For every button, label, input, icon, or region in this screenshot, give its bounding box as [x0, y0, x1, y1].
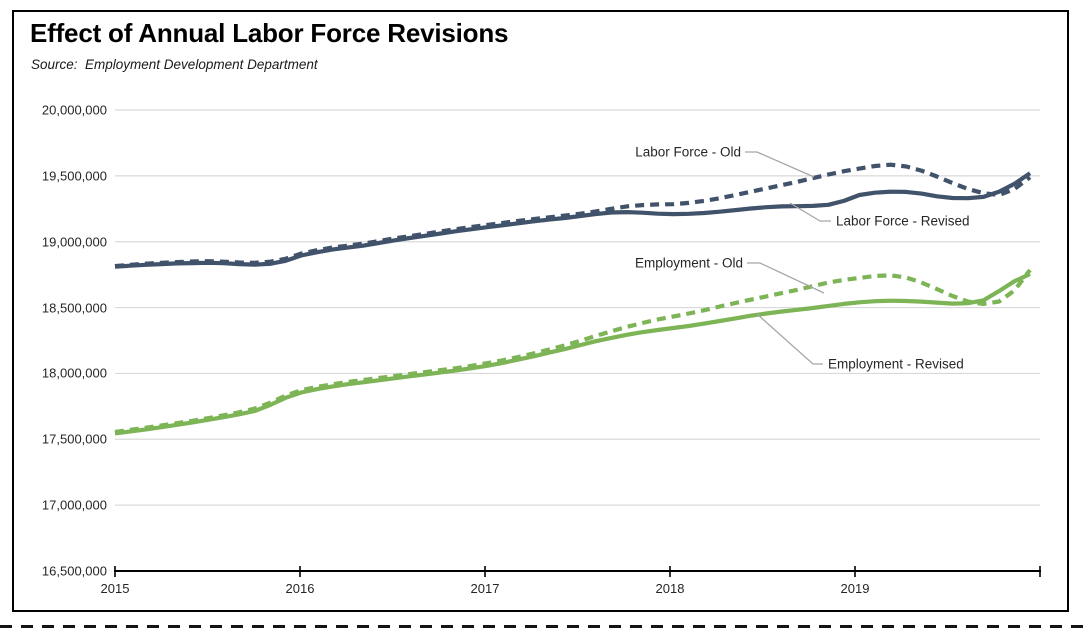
series-annotation-employment-revised: Employment - Revised — [828, 356, 964, 372]
y-tick-label: 20,000,000 — [41, 102, 107, 118]
x-tick-label: 2015 — [100, 581, 130, 596]
series-annotation-labor-force-old: Labor Force - Old — [635, 144, 741, 160]
chart-title: Effect of Annual Labor Force Revisions — [30, 18, 509, 48]
y-tick-label: 18,500,000 — [41, 300, 107, 316]
x-tick-label: 2018 — [655, 581, 685, 596]
series-annotation-employment-old: Employment - Old — [634, 255, 743, 271]
x-tick-label: 2016 — [285, 581, 315, 596]
y-tick-label: 17,000,000 — [41, 497, 107, 513]
chart-source: Source: Employment Development Departmen… — [31, 57, 318, 72]
series-annotation-labor-force-revised: Labor Force - Revised — [836, 213, 970, 229]
y-tick-label: 19,500,000 — [41, 168, 107, 184]
y-tick-label: 16,500,000 — [41, 563, 107, 579]
x-tick-label: 2017 — [470, 581, 500, 596]
chart-frame — [12, 10, 1069, 612]
bottom-crop-dashes — [0, 625, 1086, 628]
y-tick-label: 17,500,000 — [41, 431, 107, 447]
y-tick-label: 18,000,000 — [41, 365, 107, 381]
y-tick-label: 19,000,000 — [41, 234, 107, 250]
x-tick-label: 2019 — [840, 581, 870, 596]
